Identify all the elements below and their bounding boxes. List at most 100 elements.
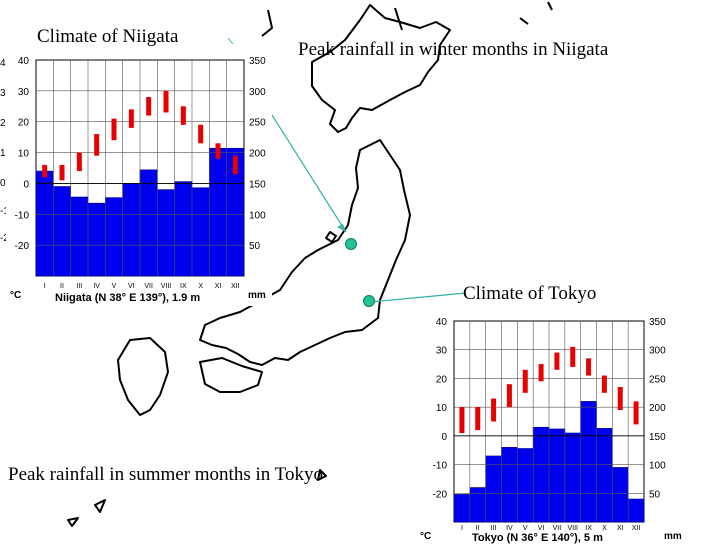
temp-tick-label: 10 — [18, 149, 30, 160]
precipitation-bar — [564, 432, 581, 523]
niigata-pointer-arrowhead — [337, 224, 346, 232]
month-tick-label: IX — [180, 283, 187, 290]
temp-tick-label: 30 — [18, 87, 30, 98]
precipitation-bar — [453, 494, 471, 523]
month-tick-label: IV — [506, 525, 513, 532]
temperature-range-bar — [601, 375, 607, 393]
station-caption: Niigata (N 38° E 139°), 1.9 m — [55, 292, 200, 304]
temp-tick-label: 40 — [436, 317, 448, 328]
precipitation-bar — [580, 401, 597, 523]
temperature-range-bar — [586, 358, 592, 376]
precip-tick-label: 150 — [649, 432, 666, 443]
precip-tick-label: 350 — [649, 317, 666, 328]
precipitation-bar — [157, 189, 175, 277]
niigata-rainfall-note: Peak rainfall in winter months in Niigat… — [298, 39, 609, 60]
temp-tick-label: 0 — [441, 432, 447, 443]
temperature-range-bar — [146, 97, 152, 116]
precipitation-bar — [105, 197, 123, 277]
precipitation-bar — [627, 498, 645, 523]
month-tick-label: III — [76, 283, 82, 290]
temp-tick-label: 40 — [18, 56, 30, 67]
tokyo-rainfall-note: Peak rainfall in summer months in Tokyo — [8, 464, 323, 485]
month-tick-label: VIII — [567, 525, 578, 532]
precip-tick-label: 300 — [649, 346, 666, 357]
niigata-station-marker — [345, 238, 357, 250]
temperature-range-bar — [570, 346, 576, 367]
precip-tick-label: 250 — [249, 118, 266, 129]
fragment-label: 3 — [0, 88, 6, 99]
precipitation-bar — [35, 170, 54, 277]
temp-tick-label: 10 — [436, 403, 448, 414]
precip-tick-label: 200 — [249, 149, 266, 160]
precip-tick-label: 100 — [649, 461, 666, 472]
month-tick-label: V — [112, 283, 117, 290]
precip-tick-label: 250 — [649, 374, 666, 385]
temperature-range-bar — [42, 164, 48, 178]
temperature-range-bar — [180, 106, 186, 125]
month-tick-label: IV — [93, 283, 100, 290]
month-tick-label: XI — [617, 525, 624, 532]
temperature-range-bar — [506, 384, 512, 408]
month-tick-label: III — [491, 525, 497, 532]
temperature-range-bar — [633, 401, 639, 425]
precip-tick-label: 50 — [249, 241, 261, 252]
precip-unit-label: mm — [248, 290, 266, 301]
month-tick-label: VI — [128, 283, 135, 290]
fragment-label: -1 — [0, 206, 9, 217]
precipitation-bar — [209, 147, 227, 277]
precipitation-bar — [501, 447, 518, 523]
temperature-range-bar — [215, 143, 221, 159]
precipitation-bar — [532, 426, 550, 523]
temp-unit-label: °C — [10, 290, 21, 301]
precipitation-bar — [469, 487, 486, 523]
temp-tick-label: -20 — [433, 489, 448, 500]
temperature-range-bar — [76, 152, 82, 172]
month-tick-label: XI — [215, 283, 222, 290]
temperature-range-bar — [491, 398, 497, 422]
temp-tick-label: -10 — [433, 461, 448, 472]
precip-tick-label: 100 — [249, 210, 266, 221]
fragment-label: 1( — [0, 148, 9, 159]
niigata-pointer-line — [271, 114, 347, 233]
niigata-chart: 40 30 20 10 0 -10 -20 350 300 250 200 150 100 50 I II II… — [6, 44, 272, 306]
precipitation-bar — [191, 187, 210, 277]
month-tick-label: VI — [538, 525, 545, 532]
precipitation-bar — [517, 448, 534, 523]
temperature-range-bar — [94, 134, 100, 156]
temperature-range-bar — [522, 369, 528, 393]
month-tick-label: VII — [144, 283, 153, 290]
tokyo-station-marker — [363, 295, 375, 307]
station-caption: Tokyo (N 36° E 140°), 5 m — [472, 532, 603, 544]
month-tick-label: II — [476, 525, 480, 532]
temp-tick-label: -10 — [15, 210, 30, 221]
month-tick-label: X — [198, 283, 203, 290]
fragment-label: 0 — [0, 178, 6, 189]
precip-tick-label: 200 — [649, 403, 666, 414]
temperature-range-bar — [59, 164, 65, 181]
temperature-range-bar — [163, 90, 169, 113]
precipitation-bar — [485, 455, 502, 523]
tokyo-pointer-line — [369, 292, 467, 303]
precipitation-bar — [70, 196, 89, 277]
precip-unit-label: mm — [664, 531, 682, 542]
temp-tick-label: 0 — [23, 179, 29, 190]
month-tick-label: VII — [553, 525, 562, 532]
precipitation-bar — [53, 186, 71, 277]
tokyo-chart: 40 30 20 10 0 -10 -20 350 300 250 200 150 100 50 I II II… — [416, 306, 688, 544]
precip-tick-label: 300 — [249, 87, 266, 98]
precipitation-bar — [548, 428, 566, 523]
month-tick-label: V — [523, 525, 528, 532]
temp-tick-label: -20 — [15, 241, 30, 252]
month-tick-label: XII — [231, 283, 240, 290]
temperature-range-bar — [198, 124, 204, 144]
temperature-range-bar — [459, 407, 465, 433]
temperature-range-bar — [538, 364, 544, 382]
month-tick-label: I — [461, 525, 463, 532]
temperature-range-bar — [111, 118, 117, 141]
temperature-range-bar — [617, 387, 623, 411]
fragment-label: 2 — [0, 118, 6, 129]
precipitation-bar — [139, 169, 158, 277]
month-tick-label: II — [60, 283, 64, 290]
